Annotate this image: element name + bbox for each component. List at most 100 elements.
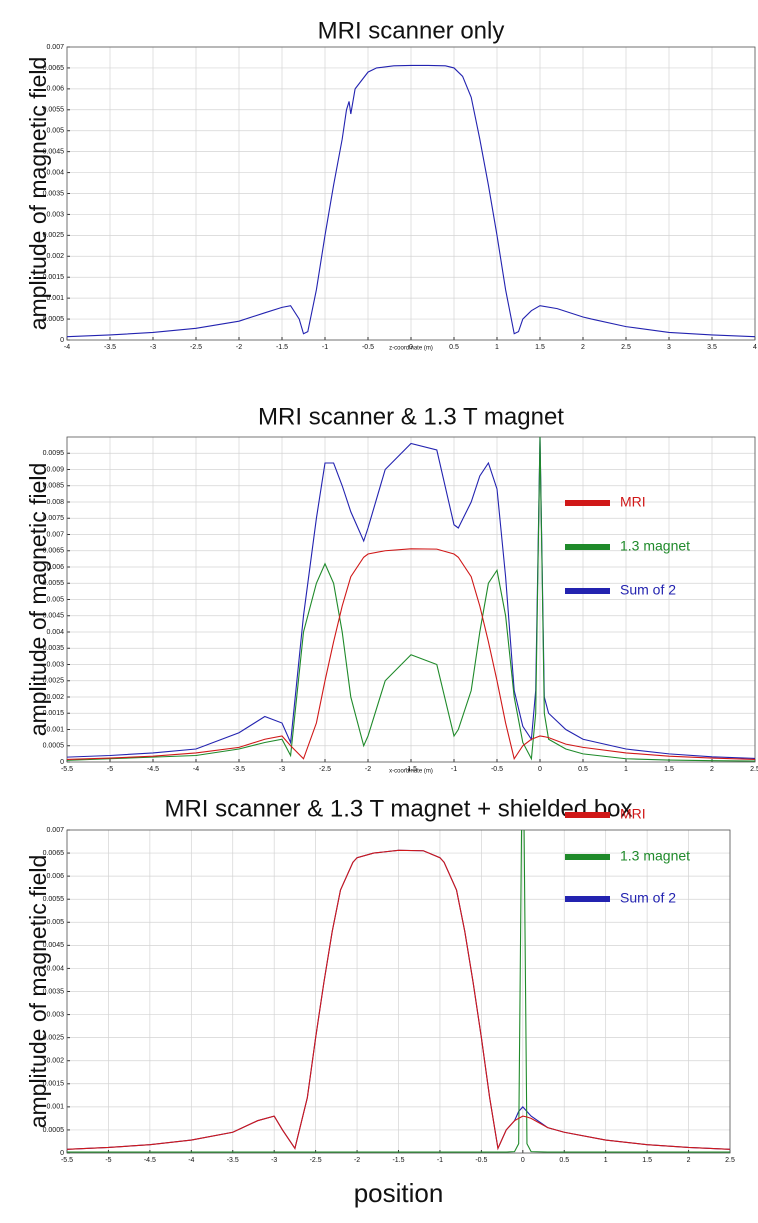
x-tick-label: 0 (521, 1157, 525, 1164)
y-tick-label: 0.001 (46, 1104, 64, 1111)
y-tick-label: 0.007 (46, 531, 64, 538)
y-tick-label: 0.0085 (43, 483, 65, 490)
x-tick-label: -4.5 (144, 1157, 156, 1164)
x-tick-label: 0.5 (559, 1157, 569, 1164)
y-tick-label: 0.0015 (43, 710, 65, 717)
x-axis-label: x-coordinate (m) (389, 769, 433, 775)
x-tick-label: -5.5 (61, 766, 73, 773)
x-tick-label: -2 (365, 766, 371, 773)
y-tick-label: 0.0045 (43, 942, 65, 949)
plot-frame (66, 829, 731, 1154)
y-tick-label: 0.0005 (43, 316, 65, 323)
legend-label: 1.3 magnet (620, 538, 690, 554)
x-tick-label: 0.5 (449, 344, 459, 351)
x-tick-label: -5 (107, 766, 113, 773)
x-tick-label: -0.5 (475, 1157, 487, 1164)
x-tick-label: -4 (188, 1157, 194, 1164)
x-tick-label: 2 (687, 1157, 691, 1164)
y-axis-label: amplitude of magnetic field (25, 855, 51, 1129)
series-line (67, 437, 755, 762)
y-tick-label: 0.005 (46, 128, 64, 135)
y-axis-label: amplitude of magnetic field (25, 463, 51, 737)
y-tick-label: 0.0015 (43, 274, 65, 281)
x-tick-label: -0.5 (362, 344, 374, 351)
y-tick-label: 0.0045 (43, 613, 65, 620)
y-tick-label: 0.0065 (43, 65, 65, 72)
series-line (67, 437, 755, 759)
series-line (67, 830, 730, 1153)
y-tick-label: 0.0035 (43, 645, 65, 652)
y-tick-label: 0.0005 (43, 1127, 65, 1134)
y-tick-label: 0.0065 (43, 850, 65, 857)
x-tick-label: 2.5 (750, 766, 758, 773)
y-tick-label: 0.007 (46, 827, 64, 834)
y-tick-label: 0.006 (46, 86, 64, 93)
y-tick-label: 0.0015 (43, 1081, 65, 1088)
x-tick-label: -2.5 (310, 1157, 322, 1164)
y-tick-label: 0.003 (46, 661, 64, 668)
x-tick-label: -3.5 (227, 1157, 239, 1164)
series-line (67, 548, 755, 761)
y-tick-label: 0.002 (46, 694, 64, 701)
x-axis-label: z-coordinate (m) (389, 346, 433, 352)
x-tick-label: -4 (64, 344, 70, 351)
x-tick-label: 1 (604, 1157, 608, 1164)
chart-title: MRI scanner & 1.3 T magnet + shielded bo… (164, 795, 632, 822)
x-tick-label: -2.5 (319, 766, 331, 773)
legend-label: Sum of 2 (620, 890, 676, 906)
x-tick-label: -3 (271, 1157, 277, 1164)
x-tick-label: -3 (150, 344, 156, 351)
y-tick-label: 0.002 (46, 253, 64, 260)
x-tick-label: -4 (193, 766, 199, 773)
y-tick-label: 0 (60, 337, 64, 344)
y-tick-label: 0.0005 (43, 743, 65, 750)
x-tick-label: -1.5 (276, 344, 288, 351)
y-tick-label: 0.0035 (43, 190, 65, 197)
x-tick-label: -1.5 (405, 766, 417, 773)
y-tick-label: 0 (60, 1150, 64, 1157)
x-tick-label: -4.5 (147, 766, 159, 773)
x-tick-label: 0 (409, 344, 413, 351)
x-axis-label: position (354, 1178, 444, 1208)
y-tick-label: 0.004 (46, 169, 64, 176)
y-tick-label: 0.0045 (43, 148, 65, 155)
x-tick-label: -2 (236, 344, 242, 351)
x-tick-label: -5.5 (61, 1157, 73, 1164)
x-tick-label: 3 (667, 344, 671, 351)
y-tick-label: 0.0055 (43, 107, 65, 114)
legend-label: MRI (620, 494, 646, 510)
x-tick-label: 3.5 (707, 344, 717, 351)
x-tick-label: 2 (710, 766, 714, 773)
chart-title: MRI scanner & 1.3 T magnet (258, 403, 564, 430)
y-tick-label: 0.009 (46, 466, 64, 473)
series-line (67, 64, 755, 338)
y-tick-label: 0.001 (46, 295, 64, 302)
y-tick-label: 0.005 (46, 919, 64, 926)
x-tick-label: 4 (753, 344, 757, 351)
y-tick-label: 0.001 (46, 726, 64, 733)
x-tick-label: 2.5 (725, 1157, 735, 1164)
x-tick-label: 1.5 (664, 766, 674, 773)
y-tick-label: 0.003 (46, 211, 64, 218)
x-tick-label: -5 (105, 1157, 111, 1164)
plot-frame (66, 436, 756, 763)
x-tick-label: -1 (322, 344, 328, 351)
x-tick-label: 1 (624, 766, 628, 773)
x-tick-label: -2.5 (190, 344, 202, 351)
y-tick-label: 0.0025 (43, 678, 65, 685)
x-tick-label: 1.5 (642, 1157, 652, 1164)
y-tick-label: 0.0055 (43, 896, 65, 903)
y-tick-label: 0.005 (46, 596, 64, 603)
legend-label: MRI (620, 806, 646, 822)
y-tick-label: 0 (60, 759, 64, 766)
y-tick-label: 0.002 (46, 1058, 64, 1065)
y-tick-label: 0.0095 (43, 450, 65, 457)
y-tick-label: 0.0025 (43, 1034, 65, 1041)
x-tick-label: 2.5 (621, 344, 631, 351)
x-tick-label: 1.5 (535, 344, 545, 351)
chart-title: MRI scanner only (318, 17, 505, 44)
series-line (67, 849, 730, 1151)
x-tick-label: -3.5 (104, 344, 116, 351)
y-tick-label: 0.007 (46, 44, 64, 51)
